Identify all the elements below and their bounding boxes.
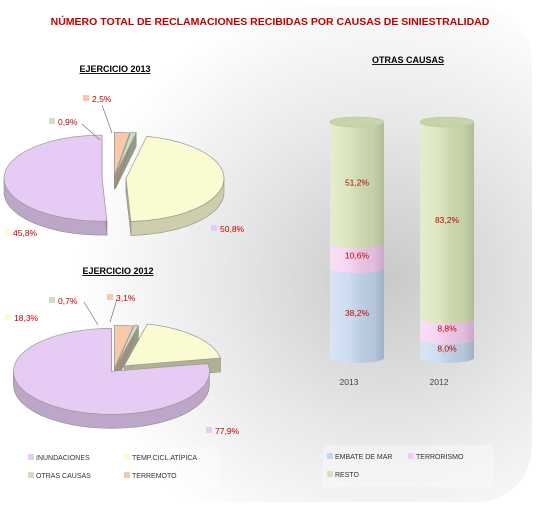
pie-2013-title: EJERCICIO 2013 — [79, 64, 150, 74]
pie-2013-slice-temp-cicl-atipica — [125, 136, 225, 222]
pie-legend-swatch-inundaciones — [28, 454, 34, 460]
pie-2012-value-label: 18,3% — [14, 313, 39, 323]
pie-legend-swatch-terremoto — [124, 472, 130, 478]
bar-legend-box — [323, 445, 493, 487]
pie-2013-label-swatch — [211, 225, 217, 231]
pie-2013-leader-line — [81, 123, 101, 141]
stacked-bars: 38,2% 10,6% 51,2% 2013 8,0% 8,8% 83,2% 2012 — [329, 116, 475, 387]
pie-legend-label: TEMP.CICL.ATÍPICA — [132, 453, 197, 462]
bar-value-label: 38,2% — [345, 308, 370, 318]
pie-2012-slice-terremoto — [114, 324, 134, 369]
bar-category-label: 2013 — [340, 377, 359, 387]
pie-2012-label-swatch — [206, 427, 212, 433]
main-title: NÚMERO TOTAL DE RECLAMACIONES RECIBIDAS … — [51, 15, 490, 28]
pie-legend-label: OTRAS CAUSAS — [36, 473, 91, 480]
bar-legend-label: TERRORISMO — [416, 454, 464, 461]
bar-segment-shade — [420, 318, 474, 345]
pie-legend-label: INUNDACIONES — [36, 455, 90, 462]
pie-2013-slice-otras-causas — [115, 131, 137, 175]
pie-2013-label-swatch — [4, 229, 10, 235]
pie-2013-label-swatch — [83, 95, 89, 101]
bar-legend-swatch-resto — [327, 471, 333, 477]
bar-chart-title: OTRAS CAUSAS — [372, 55, 444, 65]
pie-2012-slice-inundaciones — [13, 327, 210, 415]
bar-top-cap — [419, 116, 475, 128]
pie-2012: 77,9% 18,3% 0,7% 3,1% — [5, 293, 240, 436]
bar-segment-shade — [420, 339, 474, 363]
pie-2013-leader-line — [101, 104, 113, 134]
pie-2013-slice-terremoto — [114, 132, 131, 176]
bar-legend-swatch-terrorismo — [408, 453, 414, 459]
pie-2013-value-label: 0,9% — [58, 117, 78, 127]
bar-value-label: 10,6% — [345, 250, 370, 260]
bar-segment-shade — [330, 122, 384, 248]
pie-legend-label: TERREMOTO — [132, 473, 177, 480]
bar-legend-label: EMBATE DE MAR — [335, 454, 392, 461]
pie-legend-swatch-otras-causas — [28, 472, 34, 478]
bar-segment-shade — [420, 122, 474, 324]
pie-2013: 50,8% 45,8% 0,9% 2,5% — [3, 94, 245, 238]
pie-2013-value-label: 2,5% — [92, 94, 112, 104]
pie-legend-box — [20, 447, 220, 487]
bar-value-label: 51,2% — [345, 177, 370, 187]
bar-value-label: 8,8% — [437, 324, 457, 334]
bar-legend-label: RESTO — [335, 472, 360, 479]
pie-2012-value-label: 3,1% — [116, 293, 136, 303]
pie-2012-label-swatch — [5, 314, 11, 320]
pie-2012-slice-temp-cicl-atipica — [123, 323, 222, 367]
pie-2013-value-label: 45,8% — [13, 228, 38, 238]
pie-2012-title: EJERCICIO 2012 — [82, 266, 153, 276]
pie-2013-value-label: 50,8% — [220, 224, 245, 234]
pie-2012-label-swatch — [49, 297, 55, 303]
pie-2012-label-swatch — [107, 294, 113, 300]
pie-2012-leader-line — [109, 298, 118, 323]
bar-value-label: 83,2% — [435, 215, 460, 225]
bar-legend: EMBATE DE MAR TERRORISMO RESTO — [323, 445, 493, 487]
bar-category-label: 2012 — [430, 377, 449, 387]
pie-2013-label-swatch — [49, 118, 55, 124]
bar-top-cap — [329, 116, 385, 128]
bar-value-label: 8,0% — [437, 344, 457, 354]
pie-2012-leader-line — [83, 301, 99, 326]
bar-segment-shade — [330, 242, 384, 273]
pie-2013-slice-inundaciones — [3, 134, 108, 222]
pie-legend-swatch-temp-cicl-atipica — [124, 454, 130, 460]
bar-legend-swatch-embate-de-mar — [327, 453, 333, 459]
pie-legend: INUNDACIONES TEMP.CICL.ATÍPICA OTRAS CAUSA… — [20, 447, 220, 487]
bar-segment-shade — [330, 267, 384, 363]
pie-2012-value-label: 77,9% — [215, 426, 240, 436]
pie-2012-value-label: 0,7% — [58, 296, 78, 306]
pie-2012-slice-otras-causas — [114, 324, 140, 368]
